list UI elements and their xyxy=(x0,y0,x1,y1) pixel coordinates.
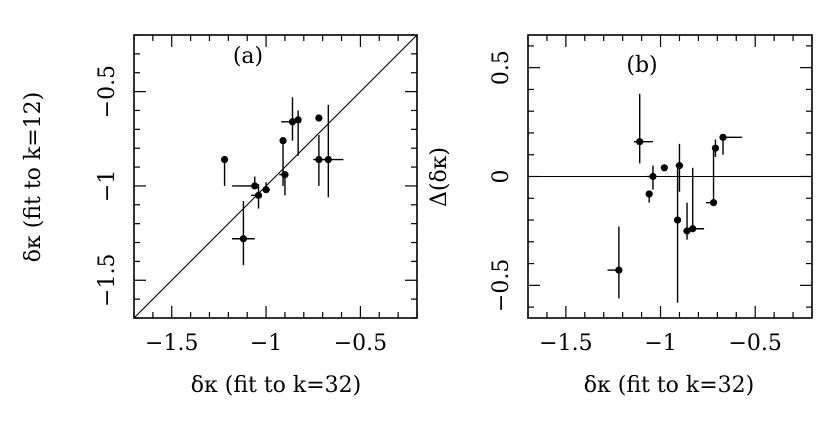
ticks-b: −1.5 −1 −0.5 −0.5 0 0.5 xyxy=(489,35,813,356)
x-tick-label: −1.5 xyxy=(145,331,198,356)
panel-a: (a) δκ (fit to k=32) δκ (fit to k=12) −1… xyxy=(21,34,418,398)
x-tick-label: −1.5 xyxy=(539,331,592,356)
plot-frame-a xyxy=(133,34,418,319)
y-axis-label-a: δκ (fit to k=12) xyxy=(21,92,46,263)
data-point xyxy=(719,133,727,141)
one-to-one-line xyxy=(133,34,418,319)
panel-label-b: (b) xyxy=(626,53,657,78)
data-point xyxy=(660,164,668,172)
x-tick-label: −0.5 xyxy=(728,331,781,356)
data-point xyxy=(254,191,263,199)
data-point xyxy=(251,182,259,190)
data-point xyxy=(288,118,297,126)
data-point xyxy=(281,171,289,179)
data-point xyxy=(636,138,644,146)
data-points-b xyxy=(528,93,812,303)
data-point xyxy=(709,199,718,207)
x-tick-label: −0.5 xyxy=(334,331,387,356)
data-point xyxy=(279,137,287,145)
data-point xyxy=(645,190,653,198)
y-tick-label: 0.5 xyxy=(489,50,514,85)
data-point xyxy=(673,216,682,224)
x-tick-label: −1 xyxy=(644,331,676,356)
data-point xyxy=(615,266,623,274)
y-tick-label: −1.5 xyxy=(95,254,120,307)
data-point xyxy=(711,144,720,152)
data-point xyxy=(220,155,229,164)
data-points-a xyxy=(133,34,418,319)
x-tick-label: −1 xyxy=(250,331,282,356)
y-tick-label: 0 xyxy=(489,170,514,184)
panel-b: (b) δκ (fit to k=32) Δ(δκ) −1.5 −1 −0.5 −0.… xyxy=(427,34,813,398)
data-point xyxy=(689,225,697,233)
x-axis-label-a: δκ (fit to k=32) xyxy=(191,373,362,398)
y-tick-label: −0.5 xyxy=(489,259,514,312)
panel-label-a: (a) xyxy=(233,44,263,69)
y-tick-label: −1 xyxy=(95,170,120,202)
data-point xyxy=(262,186,270,194)
data-point xyxy=(239,235,248,243)
data-point xyxy=(315,155,323,164)
data-point xyxy=(324,155,332,164)
x-axis-label-b: δκ (fit to k=32) xyxy=(584,373,755,398)
data-point xyxy=(294,116,302,124)
ticks-a: −1.5 −1 −0.5 −1.5 −1 −0.5 xyxy=(95,34,418,356)
data-point xyxy=(315,114,323,122)
y-tick-label: −0.5 xyxy=(95,65,120,118)
y-axis-label-b: Δ(δκ) xyxy=(427,147,452,207)
data-point xyxy=(649,172,657,181)
